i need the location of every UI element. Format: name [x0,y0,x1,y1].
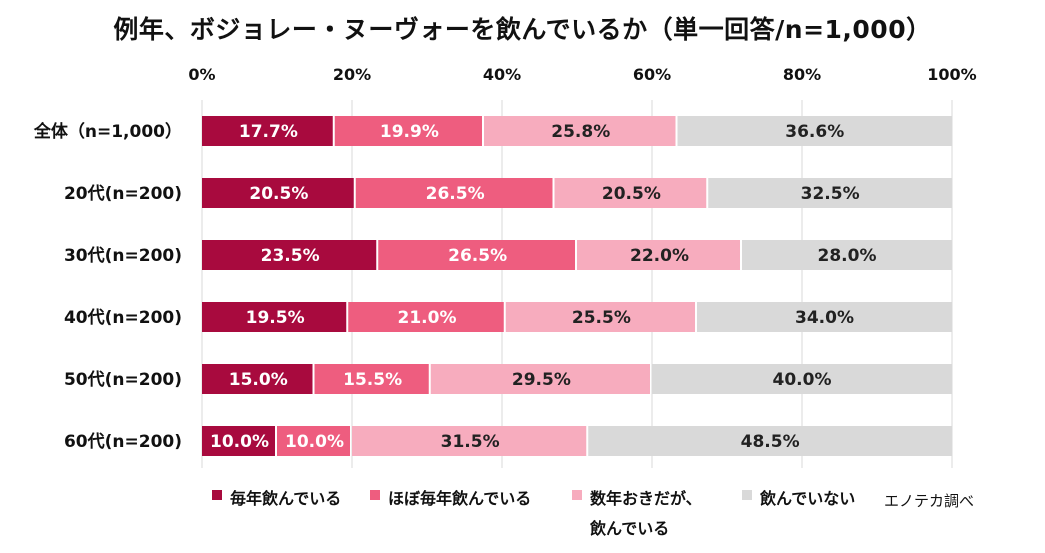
bar-segment [577,240,740,270]
data-label: 28.0% [818,246,877,266]
data-label: 15.5% [343,370,402,390]
x-tick-label: 100% [927,65,976,84]
category-label: 30代(n=200) [64,245,182,266]
data-label: 20.5% [602,184,661,204]
x-tick-label: 80% [783,65,821,84]
x-tick-label: 20% [333,65,371,84]
bar-segment [202,178,354,208]
data-label: 21.0% [398,308,457,328]
data-label: 15.0% [229,370,288,390]
bar-segment [708,178,952,208]
data-label: 19.9% [380,122,439,142]
bar-segment [202,426,275,456]
data-label: 17.7% [239,122,298,142]
data-label: 22.0% [630,246,689,266]
data-label: 26.5% [426,184,485,204]
data-label: 26.5% [448,246,507,266]
legend-label: 飲んでいない [760,489,856,508]
legend-swatch [572,490,582,500]
category-label: 20代(n=200) [64,183,182,204]
legend-label: 数年おきだが、 飲んでいる [590,489,702,538]
data-label: 34.0% [795,308,854,328]
chart-legend: 毎年飲んでいる ほぼ毎年飲んでいる 数年おきだが、 飲んでいる 飲んでいない [212,484,972,544]
bar-segment [554,178,707,208]
data-label: 32.5% [801,184,860,204]
bar-segment [430,364,650,394]
data-label: 36.6% [785,122,844,142]
data-label: 10.0% [210,432,269,452]
legend-swatch [212,490,222,500]
legend-label: 毎年飲んでいる [230,489,342,508]
bar-segment [202,364,313,394]
legend-swatch [370,490,380,500]
category-label: 50代(n=200) [64,369,182,390]
source-note: エノテカ調べ [884,492,975,510]
data-label: 48.5% [741,432,800,452]
bar-segment [352,426,587,456]
bar-segment [484,116,676,146]
data-label: 19.5% [246,308,305,328]
bar-segment [697,302,952,332]
bar-segment [588,426,952,456]
data-label: 10.0% [285,432,344,452]
x-tick-label: 0% [188,65,215,84]
legend-label: ほぼ毎年飲んでいる [388,489,532,508]
bar-segment [314,364,429,394]
legend-swatch [742,490,752,500]
bar-segment [742,240,952,270]
chart-title: 例年、ボジョレー・ヌーヴォーを飲んでいるか（単一回答/n=1,000） [113,15,932,44]
category-label: 60代(n=200) [64,431,182,452]
bar-segment [505,302,695,332]
data-label: 25.5% [572,308,631,328]
data-label: 25.8% [551,122,610,142]
bar-segment [202,302,347,332]
category-label: 40代(n=200) [64,307,182,328]
data-label: 29.5% [512,370,571,390]
category-label: 全体（n=1,000） [33,121,182,142]
bar-segment [348,302,504,332]
bar-segment [202,240,377,270]
bar-segment [202,116,333,146]
x-tick-label: 60% [633,65,671,84]
bar-segment [334,116,482,146]
data-label: 31.5% [441,432,500,452]
bar-segment [355,178,553,208]
x-tick-label: 40% [483,65,521,84]
bar-segment [652,364,952,394]
data-label: 20.5% [249,184,308,204]
data-label: 40.0% [773,370,832,390]
bar-segment [277,426,350,456]
bar-segment [677,116,952,146]
data-label: 23.5% [261,246,320,266]
bar-segment [378,240,575,270]
